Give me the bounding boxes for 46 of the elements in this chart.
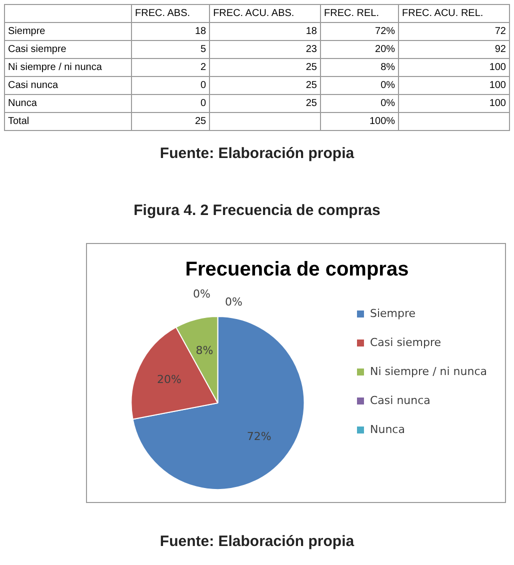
data-label: 8% (320, 58, 399, 76)
source-note: Fuente: Elaboración propia (158, 533, 356, 550)
category-label: Nunca (4, 94, 132, 112)
legend-label: Siempre (370, 306, 416, 320)
data-label: 25 (210, 94, 320, 112)
data-label: 2 (132, 58, 210, 76)
data-label: 100 (398, 76, 510, 94)
data-label: 25 (132, 112, 210, 130)
data-label: 8% (196, 344, 214, 357)
data-label: 0 (132, 94, 210, 112)
text: 0% (225, 295, 242, 308)
data-label: 100 (398, 58, 510, 76)
data-label: 72% (246, 430, 272, 444)
data-label: 20% (320, 40, 399, 58)
data-label: 20% (156, 373, 182, 386)
text: FREC. ACU. ABS. (210, 4, 320, 22)
chart-title: Frecuencia de compras (185, 258, 409, 281)
data-label: 23 (210, 40, 320, 58)
legend-label: Casi nunca (370, 394, 430, 407)
data-label: 100 (398, 94, 510, 112)
data-label: 25 (210, 58, 320, 76)
data-label: 0 (132, 76, 210, 94)
data-label: 92 (398, 40, 510, 58)
data-label: 25 (210, 76, 320, 94)
text: 0% (193, 287, 210, 300)
category-label: Casi siempre (4, 40, 132, 58)
category-label: Casi nunca (4, 76, 132, 94)
data-label: 72% (320, 22, 399, 40)
data-label: 0% (320, 76, 399, 94)
text: FREC. ABS. (132, 4, 210, 22)
text: FREC. REL. (320, 4, 399, 22)
data-label: 0% (320, 94, 399, 112)
text: Figura 4. 2 Frecuencia de compras (132, 202, 382, 219)
category-label: Siempre (4, 22, 132, 40)
category-label: Ni siempre / ni nunca (4, 58, 132, 76)
data-label: 5 (132, 40, 210, 58)
data-label: 18 (132, 22, 210, 40)
data-label: 18 (210, 22, 320, 40)
category-label: Total (4, 112, 132, 130)
data-label: 100% (320, 112, 399, 130)
data-label: 72 (398, 22, 510, 40)
legend-label: Nunca (370, 422, 405, 436)
legend-label: Ni siempre / ni nunca (370, 364, 488, 378)
text: FREC. ACU. REL. (398, 4, 510, 22)
source-note: Fuente: Elaboración propia (158, 145, 356, 162)
legend-label: Casi siempre (370, 336, 442, 349)
